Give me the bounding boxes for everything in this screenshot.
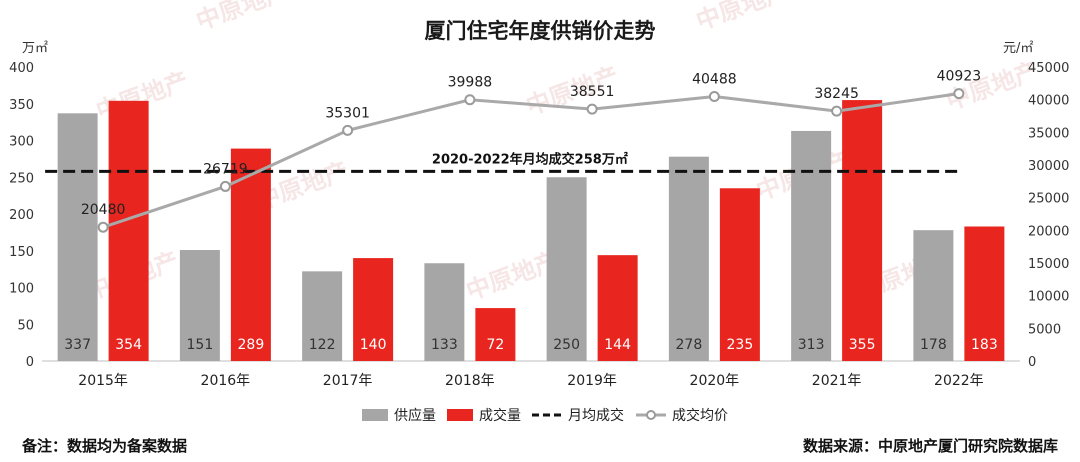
bar-value-label: 133	[431, 337, 458, 353]
bar-value-label: 289	[238, 337, 265, 353]
y-tick-label: 300	[9, 135, 34, 150]
y2-tick-label: 0	[1028, 355, 1036, 370]
y-tick-label: 150	[9, 245, 34, 260]
price-line-group: 20480 26719 35301 39988 38551 40488 38245 40923	[81, 69, 982, 233]
footer-note: 备注：数据均为备案数据	[21, 437, 187, 455]
y-tick-label: 250	[9, 171, 34, 186]
bar-deal	[964, 226, 1005, 361]
price-point	[219, 180, 231, 192]
price-point-label: 40923	[937, 69, 982, 85]
legend-marker	[646, 410, 656, 420]
bar-value-label: 144	[604, 337, 631, 353]
x-tick-label: 2017年	[323, 373, 373, 389]
legend-swatch	[362, 409, 388, 421]
bar-deal	[353, 258, 394, 361]
bar-deal	[108, 100, 149, 361]
bar-value-label: 183	[971, 337, 998, 353]
price-point	[953, 88, 965, 100]
x-tick-label: 2021年	[812, 373, 862, 389]
y-tick-label: 400	[9, 61, 34, 76]
x-tick-label: 2019年	[567, 373, 617, 389]
bars: 337 151 122 133 250 278 313 178 354 289 140 72 144 23…	[57, 100, 1005, 362]
price-point	[97, 221, 109, 233]
price-point-label: 35301	[325, 105, 370, 121]
legend-label: 成交均价	[672, 407, 728, 424]
watermark-text: 中原地产	[192, 0, 292, 36]
bar-supply	[791, 130, 832, 361]
y2-tick-label: 35000	[1028, 126, 1069, 141]
bar-deal	[842, 100, 883, 361]
y2-tick-label: 40000	[1028, 94, 1069, 109]
reference-line-label: 2020-2022年月均成交258万㎡	[432, 151, 628, 167]
right-axis-unit: 元/㎡	[1003, 41, 1033, 56]
price-point-label: 39988	[448, 75, 493, 91]
x-tick-label: 2022年	[934, 373, 984, 389]
x-tick-label: 2016年	[201, 373, 251, 389]
bar-deal	[230, 148, 271, 361]
y2-tick-label: 25000	[1028, 192, 1069, 207]
y-tick-label: 0	[26, 355, 34, 370]
y2-tick-label: 10000	[1028, 290, 1069, 305]
bar-value-label: 178	[920, 337, 947, 353]
watermark-text: 中原地产	[692, 0, 792, 36]
y2-tick-label: 5000	[1028, 322, 1061, 337]
footer-source: 数据来源：中原地产厦门研究院数据库	[803, 437, 1058, 455]
bar-value-label: 355	[849, 337, 876, 353]
price-point	[708, 90, 720, 102]
y-tick-label: 50	[17, 318, 34, 333]
bar-value-label: 337	[64, 337, 91, 353]
chart-title: 厦门住宅年度供销价走势	[425, 19, 656, 43]
bar-value-label: 235	[727, 337, 754, 353]
bar-supply	[913, 230, 954, 361]
x-tick-label: 2020年	[690, 373, 740, 389]
bar-supply	[57, 113, 98, 362]
bar-value-label: 250	[553, 337, 580, 353]
legend-label: 供应量	[394, 407, 436, 424]
legend-label: 成交量	[479, 407, 521, 424]
bar-deal	[719, 188, 760, 361]
bar-value-label: 140	[360, 337, 387, 353]
y-tick-label: 100	[9, 282, 34, 297]
bar-supply	[302, 271, 343, 361]
y2-tick-label: 30000	[1028, 159, 1069, 174]
bar-value-label: 122	[309, 337, 336, 353]
bar-supply	[668, 156, 709, 361]
bar-supply	[424, 263, 465, 361]
bar-value-label: 278	[676, 337, 703, 353]
legend-swatch	[447, 409, 473, 421]
bar-value-label: 313	[798, 337, 825, 353]
price-point-label: 38551	[570, 84, 615, 100]
legend: 供应量 成交量 月均成交 成交均价	[362, 407, 728, 424]
y2-tick-label: 45000	[1028, 61, 1069, 76]
bar-value-label: 151	[187, 337, 214, 353]
price-point	[831, 105, 843, 117]
left-axis-unit: 万㎡	[22, 41, 48, 56]
x-tick-label: 2015年	[78, 373, 128, 389]
bar-value-label: 354	[115, 337, 142, 353]
price-point	[586, 103, 598, 115]
reference-line-group: 2020-2022年月均成交258万㎡	[45, 151, 963, 173]
bar-deal	[597, 255, 638, 361]
bar-deal	[475, 308, 516, 361]
price-point-label: 26719	[203, 161, 248, 177]
bar-supply	[546, 177, 587, 361]
price-point-label: 40488	[692, 71, 737, 87]
bar-value-label: 72	[486, 337, 504, 353]
price-point	[464, 94, 476, 106]
y-tick-label: 200	[9, 208, 34, 223]
price-point-label: 20480	[81, 202, 126, 218]
y2-tick-label: 20000	[1028, 224, 1069, 239]
price-point-label: 38245	[814, 86, 859, 102]
y-tick-label: 350	[9, 98, 34, 113]
price-point	[342, 124, 354, 136]
x-tick-label: 2018年	[445, 373, 495, 389]
bar-supply	[179, 250, 220, 361]
legend-label: 月均成交	[568, 407, 624, 424]
price-line	[102, 92, 960, 229]
y2-tick-label: 15000	[1028, 257, 1069, 272]
